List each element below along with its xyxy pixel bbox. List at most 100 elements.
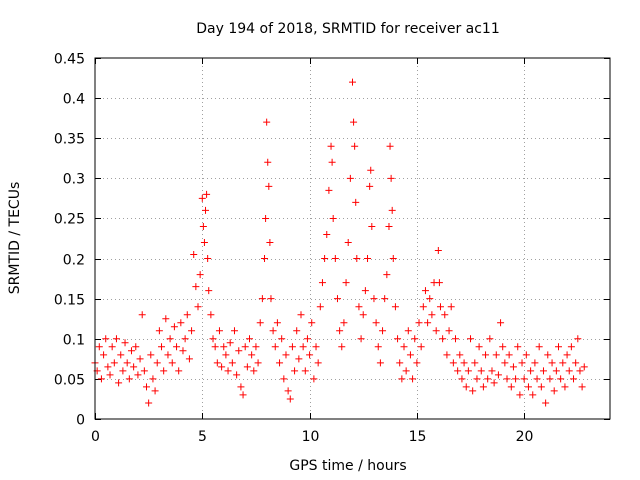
data-point — [361, 287, 369, 295]
data-point — [310, 375, 318, 383]
data-point — [190, 251, 198, 259]
data-point — [202, 206, 210, 214]
data-point — [170, 323, 178, 331]
data-point — [282, 351, 290, 359]
data-point — [396, 359, 404, 367]
data-point — [312, 343, 320, 351]
data-point — [464, 367, 472, 375]
data-point — [512, 375, 520, 383]
data-point — [168, 359, 176, 367]
data-point — [505, 351, 513, 359]
data-point — [432, 327, 440, 335]
data-point — [95, 343, 103, 351]
data-point — [383, 271, 391, 279]
data-point — [254, 359, 262, 367]
data-point — [166, 335, 174, 343]
data-point — [467, 335, 475, 343]
data-point — [389, 255, 397, 263]
data-point — [572, 359, 580, 367]
y-tick-label: 0.2 — [63, 253, 85, 269]
grid — [95, 58, 610, 419]
data-point — [336, 327, 344, 335]
data-point — [539, 367, 547, 375]
data-point — [226, 339, 234, 347]
x-tick-label: 10 — [302, 429, 320, 445]
data-point — [318, 279, 326, 287]
data-point — [398, 375, 406, 383]
data-point — [507, 383, 515, 391]
data-point — [460, 359, 468, 367]
data-point — [578, 383, 586, 391]
data-point — [531, 359, 539, 367]
data-point — [267, 295, 275, 303]
data-point — [306, 351, 314, 359]
data-point — [550, 387, 558, 395]
x-tick-label: 20 — [516, 429, 534, 445]
data-point — [372, 319, 380, 327]
y-tick-label: 0.25 — [54, 212, 85, 228]
data-point — [342, 279, 350, 287]
data-point — [100, 351, 108, 359]
y-tick-label: 0.15 — [54, 293, 85, 309]
data-point — [439, 335, 447, 343]
data-point — [325, 186, 333, 194]
data-point — [321, 255, 329, 263]
data-point — [213, 359, 221, 367]
data-point — [115, 379, 123, 387]
data-point — [454, 367, 462, 375]
data-point — [110, 359, 118, 367]
data-point — [413, 359, 421, 367]
data-point — [175, 367, 183, 375]
data-point — [352, 198, 360, 206]
data-point — [130, 363, 138, 371]
data-point — [205, 287, 213, 295]
data-point — [563, 351, 571, 359]
data-point — [400, 343, 408, 351]
data-point — [379, 327, 387, 335]
data-point — [263, 118, 271, 126]
data-point — [192, 283, 200, 291]
data-point — [179, 347, 187, 355]
data-point — [239, 391, 247, 399]
data-point — [368, 222, 376, 230]
data-point — [293, 327, 301, 335]
data-point — [199, 222, 207, 230]
data-point — [112, 335, 120, 343]
data-point — [426, 295, 434, 303]
data-point — [288, 343, 296, 351]
data-point — [331, 255, 339, 263]
data-point — [503, 375, 511, 383]
y-tick-label: 0.1 — [63, 333, 85, 349]
data-point — [301, 367, 309, 375]
data-point — [153, 359, 161, 367]
data-point — [359, 311, 367, 319]
data-point — [492, 351, 500, 359]
data-point — [367, 166, 375, 174]
data-point — [265, 182, 273, 190]
data-point — [391, 303, 399, 311]
data-point — [250, 367, 258, 375]
data-point — [555, 343, 562, 351]
data-point — [486, 335, 494, 343]
y-axis-label: SRMTID / TECUs — [7, 182, 23, 295]
data-point — [406, 351, 414, 359]
data-point — [366, 182, 374, 190]
data-point — [518, 359, 526, 367]
data-point — [456, 351, 464, 359]
data-point — [262, 214, 270, 222]
data-point — [145, 399, 153, 407]
data-point — [349, 78, 356, 86]
data-point — [295, 355, 303, 363]
data-point — [351, 142, 359, 150]
data-point — [149, 375, 157, 383]
data-point — [473, 375, 481, 383]
data-point — [387, 174, 395, 182]
data-point — [548, 359, 556, 367]
data-point — [374, 343, 382, 351]
data-point — [428, 311, 436, 319]
data-point — [258, 295, 266, 303]
data-point — [542, 399, 550, 407]
data-point — [482, 351, 490, 359]
data-point — [220, 343, 228, 351]
